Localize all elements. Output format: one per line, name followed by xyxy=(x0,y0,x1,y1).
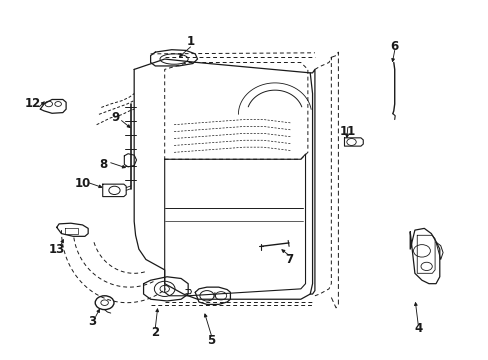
Text: 7: 7 xyxy=(285,253,293,266)
Text: 9: 9 xyxy=(111,111,119,124)
Text: 12: 12 xyxy=(24,98,41,111)
Text: 6: 6 xyxy=(390,40,398,53)
Text: 4: 4 xyxy=(413,322,422,335)
Text: 13: 13 xyxy=(48,243,65,256)
Text: 1: 1 xyxy=(186,35,194,48)
Text: 2: 2 xyxy=(151,326,159,339)
Text: 11: 11 xyxy=(339,125,355,138)
Text: 3: 3 xyxy=(88,315,96,328)
Text: 5: 5 xyxy=(207,334,215,347)
Text: 10: 10 xyxy=(74,177,90,190)
Text: 8: 8 xyxy=(100,158,107,171)
